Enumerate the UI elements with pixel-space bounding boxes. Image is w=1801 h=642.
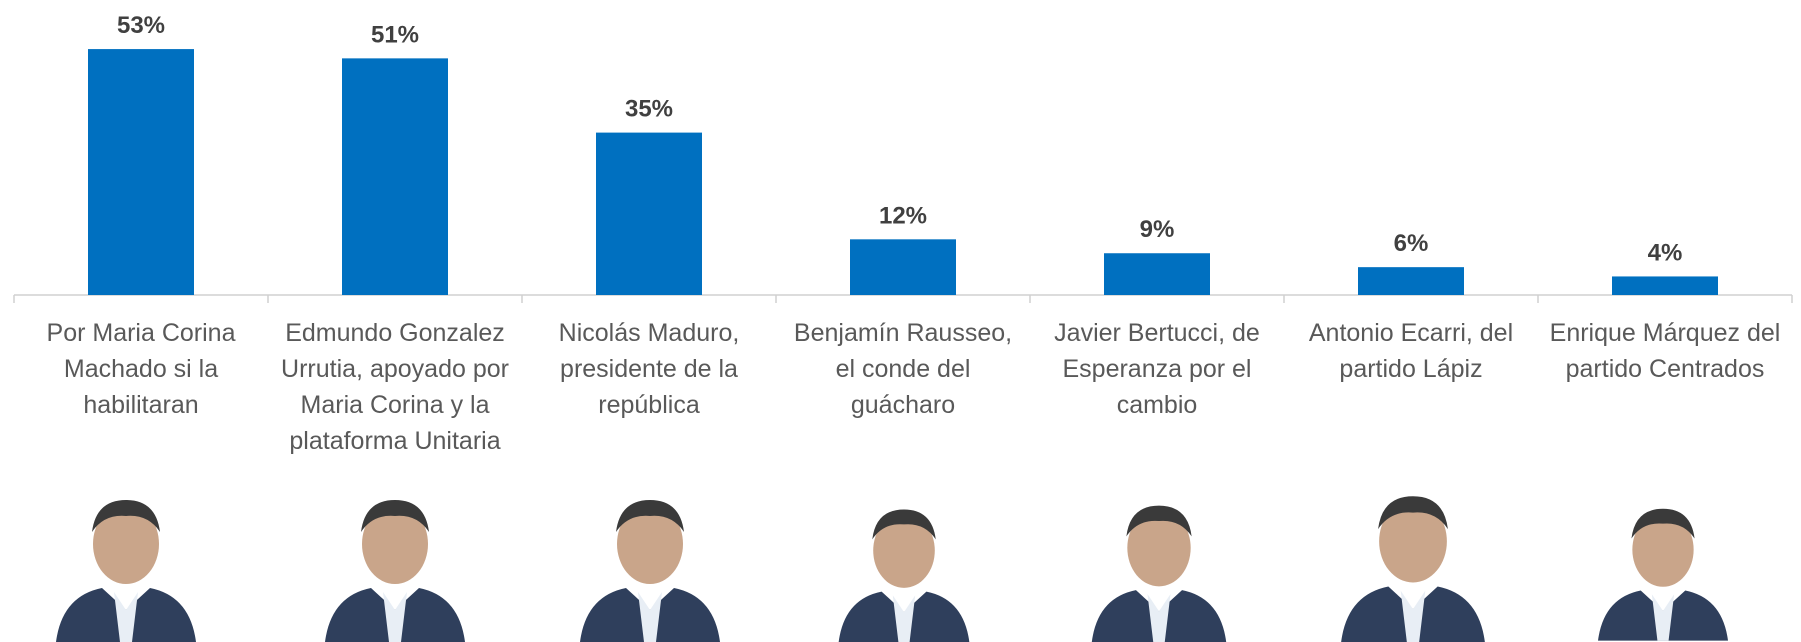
category-label: Javier Bertucci, de Esperanza por el cam… xyxy=(1054,319,1260,419)
value-label: 12% xyxy=(879,202,927,229)
value-label: 4% xyxy=(1648,239,1683,266)
category-label: Edmundo Gonzalez Urrutia, apoyado por Ma… xyxy=(281,319,509,455)
candidate-photo xyxy=(1341,496,1485,642)
category-label: Antonio Ecarri, del partido Lápiz xyxy=(1308,319,1514,383)
category-label: Enrique Márquez del partido Centrados xyxy=(1549,319,1781,383)
candidate-photos xyxy=(56,496,1728,642)
candidate-photo xyxy=(325,500,465,642)
bar xyxy=(342,58,448,295)
value-label: 53% xyxy=(117,12,165,39)
value-label: 35% xyxy=(625,96,673,123)
bar xyxy=(596,132,702,295)
bar xyxy=(88,49,194,295)
category-label: Benjamín Rausseo, el conde del guácharo xyxy=(793,319,1013,419)
value-label: 9% xyxy=(1140,216,1175,243)
candidate-photo xyxy=(56,500,196,642)
candidate-photo xyxy=(580,500,720,642)
category-label: Nicolás Maduro, presidente de la repúbli… xyxy=(558,319,740,419)
bar xyxy=(1358,267,1464,295)
candidate-photo xyxy=(1598,508,1728,641)
category-label: Por Maria Corina Machado si la habilitar… xyxy=(46,319,236,419)
candidate-photo xyxy=(838,509,970,642)
value-label: 51% xyxy=(371,21,419,48)
bar xyxy=(1612,276,1718,295)
bar xyxy=(1104,253,1210,295)
candidate-photo xyxy=(1091,505,1227,642)
bar xyxy=(850,239,956,295)
value-label: 6% xyxy=(1394,230,1429,257)
